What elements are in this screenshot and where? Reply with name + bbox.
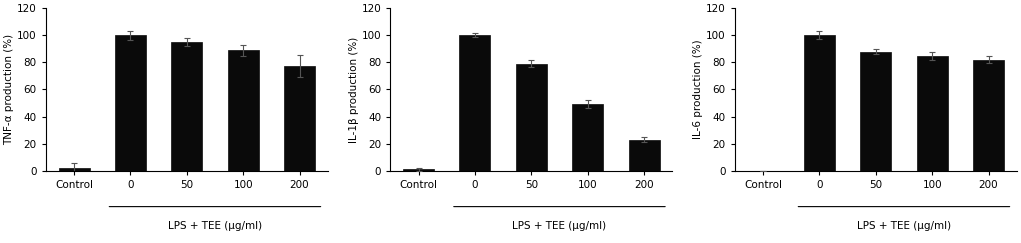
Bar [572,104,603,171]
Bar [861,52,891,171]
Bar [172,42,202,171]
Text: LPS + TEE (μg/ml): LPS + TEE (μg/ml) [513,221,606,231]
Y-axis label: IL-1β production (%): IL-1β production (%) [348,36,358,143]
Text: LPS + TEE (μg/ml): LPS + TEE (μg/ml) [857,221,951,231]
Bar [58,168,90,171]
Y-axis label: TNF-α production (%): TNF-α production (%) [4,34,14,145]
Y-axis label: IL-6 production (%): IL-6 production (%) [693,40,703,139]
Text: LPS + TEE (μg/ml): LPS + TEE (μg/ml) [167,221,262,231]
Bar [804,35,835,171]
Bar [115,35,146,171]
Bar [917,56,947,171]
Bar [459,35,490,171]
Bar [516,64,547,171]
Bar [228,50,258,171]
Bar [284,66,315,171]
Bar [629,140,660,171]
Bar [403,169,434,171]
Bar [973,60,1004,171]
